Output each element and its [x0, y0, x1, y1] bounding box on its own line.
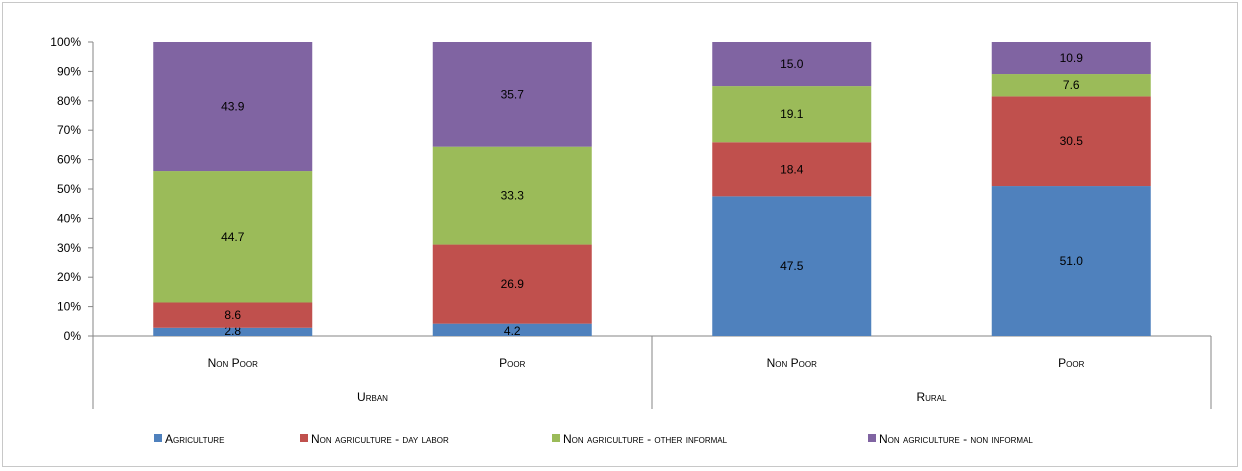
- bar-segment: [153, 302, 313, 328]
- y-tick-label: 90%: [57, 64, 81, 78]
- stacked-bar-chart: 0%10%20%30%40%50%60%70%80%90%100%2.88.64…: [50, 35, 1212, 446]
- data-label: 33.3: [501, 189, 525, 203]
- legend-label: Non agriculture - other informal: [563, 432, 728, 446]
- data-label: 35.7: [501, 87, 525, 101]
- data-label: 7.6: [1063, 78, 1080, 92]
- data-label: 30.5: [1060, 134, 1084, 148]
- data-label: 26.9: [501, 277, 525, 291]
- bar-segment: [153, 42, 313, 172]
- y-tick-label: 10%: [57, 300, 81, 314]
- x-category-label: Non Poor: [767, 356, 817, 370]
- bar-segment: [153, 327, 313, 336]
- legend-label: Non agriculture - day labor: [311, 432, 449, 446]
- legend-label: Agriculture: [165, 432, 224, 446]
- bar-segment: [432, 323, 592, 336]
- legend-swatch: [868, 434, 876, 442]
- x-category-label: Poor: [1058, 356, 1084, 370]
- bar-segment: [712, 196, 872, 336]
- bar-segment: [153, 171, 313, 303]
- data-label: 47.5: [780, 259, 804, 273]
- y-tick-label: 40%: [57, 211, 81, 225]
- y-tick-label: 50%: [57, 182, 81, 196]
- bar-segment: [712, 42, 872, 87]
- data-label: 8.6: [224, 308, 241, 322]
- x-category-label: Non Poor: [208, 356, 258, 370]
- legend-label: Non agriculture - non informal: [879, 432, 1033, 446]
- data-label: 18.4: [780, 162, 804, 176]
- legend-swatch: [552, 434, 560, 442]
- y-tick-label: 100%: [50, 35, 81, 49]
- x-group-label: Rural: [916, 390, 947, 404]
- y-tick-label: 60%: [57, 153, 81, 167]
- legend-swatch: [300, 434, 308, 442]
- data-label: 19.1: [780, 107, 804, 121]
- data-label: 15.0: [780, 57, 804, 71]
- data-label: 44.7: [221, 230, 245, 244]
- bar-segment: [991, 74, 1151, 97]
- y-tick-label: 20%: [57, 270, 81, 284]
- bar-segment: [712, 142, 872, 197]
- y-tick-label: 0%: [64, 329, 82, 343]
- data-label: 10.9: [1060, 51, 1084, 65]
- y-tick-label: 30%: [57, 241, 81, 255]
- y-tick-label: 80%: [57, 94, 81, 108]
- legend-swatch: [154, 434, 162, 442]
- bar-segment: [991, 96, 1151, 187]
- data-label: 51.0: [1060, 254, 1084, 268]
- bar-segment: [991, 186, 1151, 336]
- bar-segment: [432, 146, 592, 245]
- x-category-label: Poor: [499, 356, 525, 370]
- y-tick-label: 70%: [57, 123, 81, 137]
- bar-segment: [712, 86, 872, 143]
- bar-segment: [991, 42, 1151, 75]
- bar-segment: [432, 42, 592, 147]
- data-label: 43.9: [221, 100, 245, 114]
- x-group-label: Urban: [357, 390, 388, 404]
- bar-segment: [432, 244, 592, 324]
- data-label: 4.2: [504, 324, 521, 338]
